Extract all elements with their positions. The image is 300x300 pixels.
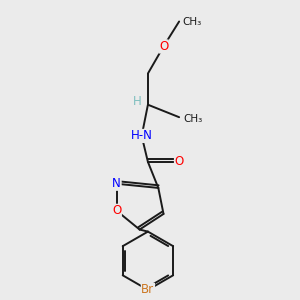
- Text: CH₃: CH₃: [184, 114, 203, 124]
- Text: O: O: [175, 155, 184, 168]
- Text: CH₃: CH₃: [182, 16, 201, 26]
- Text: Br: Br: [141, 284, 154, 296]
- Text: H-N: H-N: [131, 129, 153, 142]
- Text: O: O: [159, 40, 168, 53]
- Text: O: O: [112, 204, 121, 217]
- Text: N: N: [112, 177, 121, 190]
- Text: H: H: [133, 95, 141, 108]
